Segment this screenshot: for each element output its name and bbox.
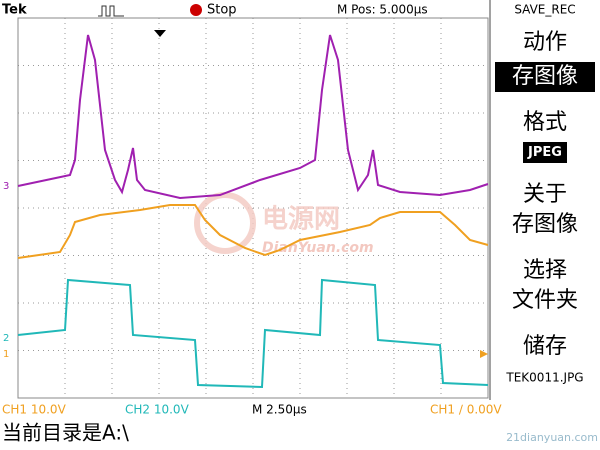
menu-item: 存图像 (512, 64, 578, 89)
menu-highlight (523, 142, 567, 163)
run-state: Stop (207, 3, 237, 18)
graticule-border (17, 17, 489, 399)
trigger-level (480, 350, 488, 358)
menu-item: 格式 (523, 110, 567, 135)
ch1-marker: 1 (3, 349, 9, 360)
menu-item: 存图像 (512, 212, 578, 237)
brand: Tek (2, 3, 27, 18)
ch1-trace (17, 204, 489, 259)
timebase: M 2.50µs (252, 403, 307, 417)
trigger-icon (98, 5, 124, 17)
menu-item: 文件夹 (512, 288, 578, 313)
menu-highlight (495, 62, 595, 92)
ch2-trace (17, 278, 489, 389)
menu-item: 储存 (523, 334, 567, 359)
watermark-logo (194, 192, 256, 254)
menu-item: 动作 (523, 30, 567, 55)
ch3-trace (17, 34, 489, 200)
ch1-scale: CH1 10.0V (2, 403, 67, 417)
ch3-marker: 3 (3, 181, 9, 192)
ch2-scale: CH2 10.0V (125, 403, 190, 417)
menu-item: TEK0011.JPG (505, 371, 583, 385)
menu-item: 关于 (523, 182, 567, 207)
trigger-info: CH1 ∕ 0.00V (430, 403, 502, 417)
graticule (18, 18, 488, 398)
ch2-marker: 2 (3, 333, 9, 344)
menu-item: JPEG (527, 145, 562, 160)
menu-title: SAVE_REC (514, 3, 575, 17)
status: 当前目录是A:\ (2, 421, 129, 445)
watermark: 电源网 (262, 205, 340, 235)
watermark-corner: 21dianyuan.com (506, 431, 598, 444)
watermark-sub: DianYuan.com (262, 240, 374, 256)
position: M Pos: 5.000µs (337, 3, 428, 17)
menu-item: 选择 (523, 258, 567, 283)
trigger-pos (154, 30, 166, 37)
stop-icon (190, 4, 202, 16)
